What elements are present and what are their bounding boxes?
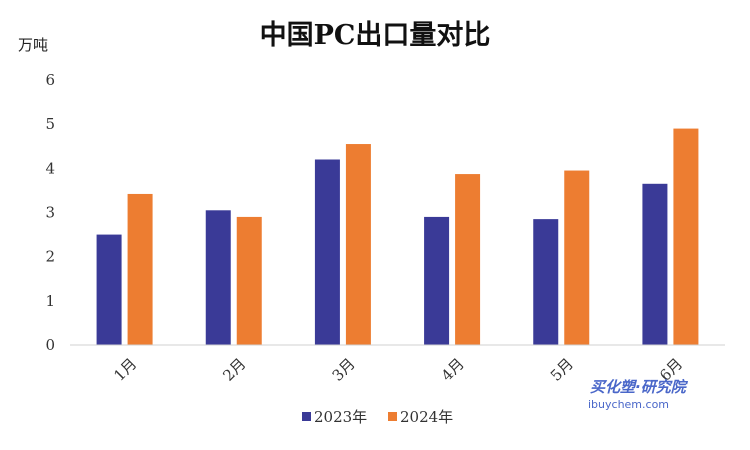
bar-1-5 [533,219,559,345]
bar-1-1 [96,234,122,345]
watermark-logo: 买化塑·研究院 ibuychem.com [588,378,689,411]
watermark-main-text: 买化塑·研究院 [590,378,689,396]
legend-swatch-2 [388,412,397,421]
legend: 2023年 2024年 [302,408,453,426]
x-tick-label: 2月 [219,355,249,385]
y-tick-label: 0 [45,336,55,354]
bar-1-2 [205,210,231,345]
watermark-sub-text: ibuychem.com [588,398,669,411]
bar-1-4 [424,216,450,345]
bar-1-3 [314,159,340,345]
x-tick-label: 5月 [547,355,577,385]
y-tick-label: 2 [45,248,55,266]
x-tick-label: 3月 [329,355,359,385]
y-tick-label: 1 [45,292,55,310]
y-tick-label: 5 [45,115,55,133]
y-tick-label: 3 [45,204,55,222]
legend-label-1: 2023年 [314,408,367,426]
y-axis-ticks: 0 1 2 3 4 5 6 [45,71,55,354]
y-axis-unit-label: 万吨 [18,36,48,54]
chart-title: 中国PC出口量对比 [260,20,491,51]
legend-label-2: 2024年 [400,408,453,426]
legend-swatch-1 [302,412,311,421]
bars-group [96,128,699,345]
bar-2-3 [345,144,371,345]
y-tick-label: 6 [45,71,55,89]
y-tick-label: 4 [45,159,55,177]
bar-2-4 [455,174,481,345]
x-tick-label: 4月 [438,355,468,385]
bar-2-2 [236,216,262,345]
bar-2-5 [564,170,590,345]
bar-2-6 [673,128,699,345]
bar-2-1 [127,193,153,345]
x-tick-label: 1月 [110,355,140,385]
bar-1-6 [642,183,668,345]
